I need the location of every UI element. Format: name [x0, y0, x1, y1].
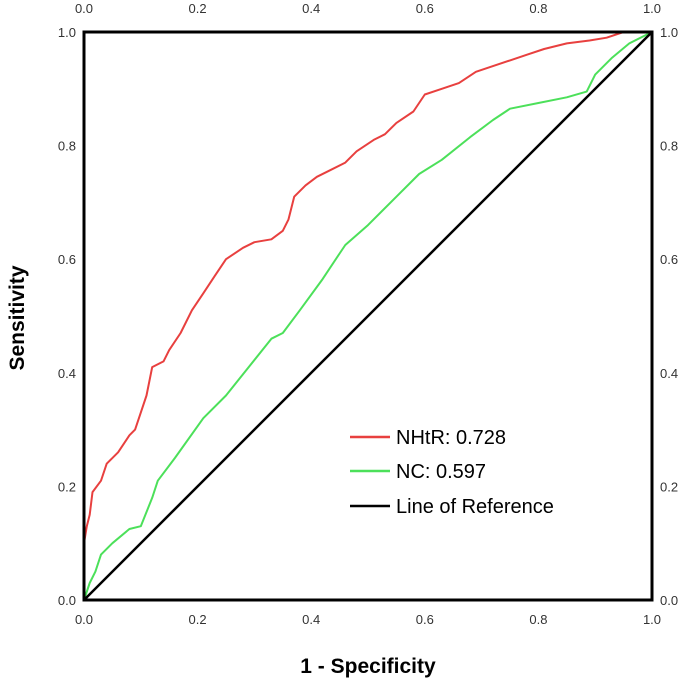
- tick-layer: 0.0 0.0 0.2 0.2 0.4 0.4 0.6 0.6 0.8 0.8 1.0 1.0 0.0 0…: [58, 1, 678, 627]
- x-tick-label-top: 0.0: [75, 1, 93, 16]
- x-tick-label-top: 1.0: [643, 1, 661, 16]
- x-tick-label-bottom: 0.4: [302, 612, 320, 627]
- x-tick-label-top: 0.6: [416, 1, 434, 16]
- x-tick-label-bottom: 0.6: [416, 612, 434, 627]
- y-tick-label-left: 1.0: [58, 25, 76, 40]
- y-tick-label-right: 0.8: [660, 139, 678, 154]
- legend-label-nhtr: NHtR: 0.728: [396, 427, 506, 449]
- y-tick-label-right: 0.0: [660, 593, 678, 608]
- x-tick-label-top: 0.2: [189, 1, 207, 16]
- y-tick-label-right: 0.2: [660, 479, 678, 494]
- x-tick-label-bottom: 0.0: [75, 612, 93, 627]
- y-tick-label-left: 0.8: [58, 139, 76, 154]
- y-tick-label-left: 0.4: [58, 366, 76, 381]
- series-line-nhtr: [83, 31, 652, 600]
- y-tick-label-left: 0.2: [58, 479, 76, 494]
- legend: NHtR: 0.728 NC: 0.597 Line of Reference: [350, 427, 554, 518]
- x-axis-title: 1 - Specificity: [300, 655, 436, 678]
- y-tick-label-left: 0.0: [58, 593, 76, 608]
- y-tick-label-left: 0.6: [58, 252, 76, 267]
- series-layer: [83, 31, 653, 601]
- y-tick-label-right: 1.0: [660, 25, 678, 40]
- y-tick-label-right: 0.4: [660, 366, 678, 381]
- x-tick-label-top: 0.8: [529, 1, 547, 16]
- x-tick-label-bottom: 1.0: [643, 612, 661, 627]
- legend-label-nc: NC: 0.597: [396, 461, 486, 483]
- series-line-reference: [83, 31, 653, 601]
- y-tick-label-right: 0.6: [660, 252, 678, 267]
- x-tick-label-bottom: 0.2: [189, 612, 207, 627]
- legend-label-reference: Line of Reference: [396, 496, 554, 518]
- x-tick-label-bottom: 0.8: [529, 612, 547, 627]
- plot-frame: [82, 30, 654, 602]
- series-line-nc: [83, 31, 653, 601]
- y-axis-title: Sensitivity: [6, 265, 29, 370]
- x-tick-label-top: 0.4: [302, 1, 320, 16]
